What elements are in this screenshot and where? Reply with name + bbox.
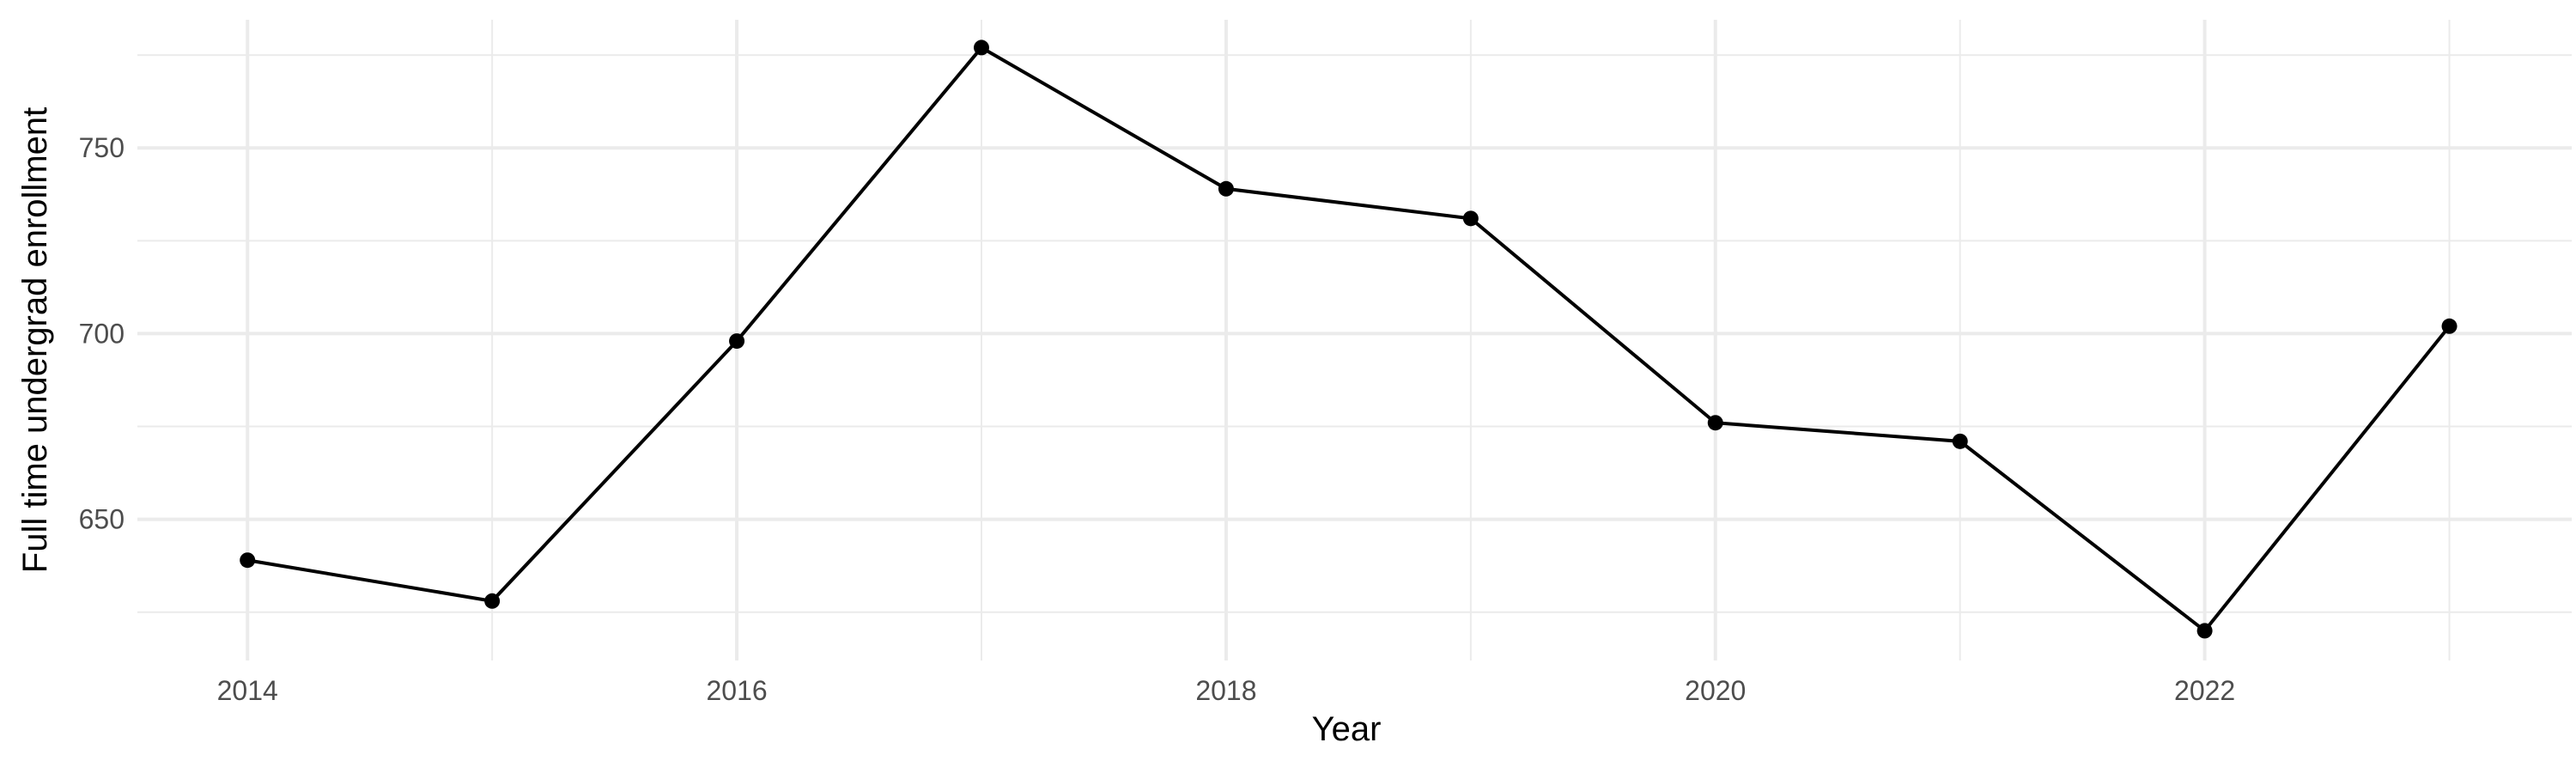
data-point-2018	[1218, 180, 1234, 197]
x-tick-label: 2014	[217, 675, 278, 706]
y-axis-ticks: 650 700 750	[79, 132, 125, 534]
x-tick-label: 2022	[2174, 675, 2235, 706]
data-point-2020	[1707, 415, 1723, 431]
data-point-2022	[2196, 623, 2213, 639]
data-point-2016	[729, 333, 745, 350]
data-point-2021	[1952, 433, 1968, 449]
data-point-2019	[1462, 210, 1479, 227]
data-point-2014	[240, 552, 256, 569]
data-point-2017	[973, 40, 989, 56]
grid	[137, 20, 2572, 660]
y-axis-title: Full time undergrad enrollment	[16, 107, 54, 573]
y-tick-label: 750	[79, 132, 125, 163]
x-axis-ticks: 2014 2016 2018 2020 2022	[217, 675, 2236, 706]
x-tick-label: 2016	[706, 675, 767, 706]
data-point-2023	[2441, 318, 2458, 334]
x-tick-label: 2020	[1685, 675, 1746, 706]
x-tick-label: 2018	[1195, 675, 1256, 706]
data-point-2015	[484, 593, 501, 609]
x-axis-title: Year	[1312, 710, 1382, 748]
y-tick-label: 700	[79, 318, 125, 349]
y-tick-label: 650	[79, 504, 125, 535]
series-line	[246, 45, 2451, 634]
series-enrollment	[240, 40, 2458, 639]
